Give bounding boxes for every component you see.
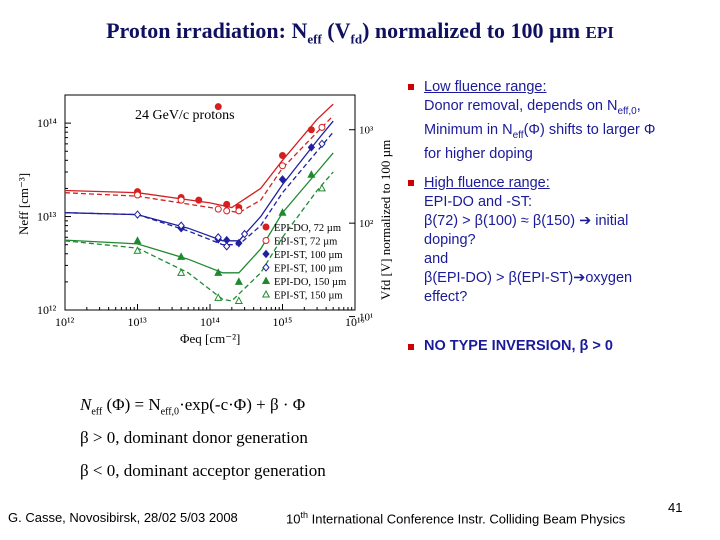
data-point (214, 233, 222, 242)
legend-marker (262, 237, 270, 244)
legend-marker (262, 263, 270, 272)
high-line-5: β(EPI-DO) > β(EPI-ST)➔oxygen (424, 269, 633, 286)
bullet-low-fluence: Low fluence range: Donor removal, depend… (408, 78, 713, 164)
legend-label: EPI-ST, 150 µm (274, 291, 343, 302)
data-point (235, 238, 243, 248)
y2-tick-label: 10³ (359, 125, 374, 137)
data-point (177, 268, 186, 276)
data-point (133, 246, 142, 254)
fit-line (64, 115, 334, 214)
data-point (278, 208, 287, 216)
data-point (234, 296, 243, 304)
data-point (223, 200, 231, 208)
low-fluence-heading: Low fluence range: (424, 79, 547, 95)
high-line-2: β(72) > β(100) ≈ β(150) ➔ initial (424, 212, 629, 229)
high-line-1: EPI-DO and -ST: (424, 193, 532, 210)
high-line-4: and (424, 250, 449, 267)
data-point (223, 242, 231, 251)
data-point (317, 183, 326, 192)
y-tick-label: 10¹⁴ (37, 116, 57, 130)
footer-author: G. Casse, Novosibirsk, 28/02 5/03 2008 (8, 510, 238, 525)
high-fluence-heading: High fluence range: (424, 174, 550, 191)
x-tick-label: 10¹⁵ (273, 315, 293, 329)
y-tick-label: 10¹² (37, 303, 57, 317)
x-tick-label: 10¹² (55, 315, 75, 329)
data-point (177, 196, 185, 204)
high-line-6: effect? (424, 288, 468, 305)
bullet-marker (408, 179, 414, 186)
data-point (177, 221, 185, 230)
bullet-list: Low fluence range: Donor removal, depend… (408, 78, 713, 307)
data-point (133, 236, 142, 244)
data-point (279, 152, 286, 160)
y2-axis-label: Vfd [V] normalized to 100 µm (378, 140, 393, 300)
data-point (214, 268, 223, 276)
fit-line (64, 171, 334, 302)
data-point (279, 162, 286, 170)
data-point (278, 175, 287, 184)
bullet-marker (408, 344, 414, 350)
data-point (318, 139, 326, 149)
data-point (307, 143, 316, 152)
slide-title: Proton irradiation: Neff (Vfd) normalize… (106, 18, 614, 47)
neff-fluence-chart: 24 GeV/c protons Φeq [cm⁻²] Neff [cm⁻³] … (16, 94, 393, 346)
equation-donor: β > 0, dominant donor generation (80, 428, 308, 447)
bullet-marker (408, 84, 414, 90)
fit-line (64, 152, 334, 274)
page-number: 41 (668, 500, 683, 515)
data-point (214, 293, 223, 301)
legend-label: EPI-ST, 100 µm (274, 250, 343, 261)
legend-marker (261, 289, 271, 298)
y2-tick-label: 10¹ (359, 312, 373, 324)
data-point (134, 191, 141, 199)
legend-label: EPI-DO, 72 µm (274, 223, 341, 234)
y-axis-label: Neff [cm⁻³] (16, 173, 31, 235)
bullet-no-type-inversion: NO TYPE INVERSION, β > 0 (408, 338, 613, 354)
equation-acceptor: β < 0, dominant acceptor generation (80, 461, 326, 480)
fit-line (64, 103, 334, 209)
data-point (234, 277, 243, 285)
x-tick-label: 10¹⁴ (200, 315, 220, 329)
data-point (307, 170, 316, 178)
legend-marker (261, 276, 271, 284)
x-tick-label: 10¹³ (128, 315, 148, 329)
data-point (235, 207, 243, 215)
data-point (223, 207, 231, 215)
data-point (133, 210, 142, 219)
high-line-3: doping? (424, 231, 476, 248)
legend-label: EPI-ST, 72 µm (274, 237, 337, 248)
y-tick-label: 10¹³ (37, 210, 57, 224)
legend-marker (262, 223, 270, 231)
legend-label: EPI-DO, 150 µm (274, 277, 346, 288)
low-line-1: Donor removal, depends on Neff,0, (424, 98, 641, 117)
equation-neff: Neff (Φ) = Neff,0·exp(-c·Φ) + β · Φ (80, 395, 306, 418)
data-point (307, 126, 315, 134)
x-axis-label: Φeq [cm⁻²] (180, 331, 240, 346)
y2-tick-label: 10² (359, 218, 374, 230)
low-line-2: Minimum in Neff(Φ) shifts to larger Φ (424, 121, 656, 141)
data-point (195, 196, 203, 204)
low-line-3: for higher doping (424, 145, 533, 162)
data-point (214, 103, 222, 111)
data-point (318, 123, 326, 131)
data-point (214, 205, 222, 213)
chart-title: 24 GeV/c protons (135, 108, 235, 123)
x-tick-label: 10¹⁶ (345, 315, 365, 329)
footer-conference: 10th International Conference Instr. Col… (286, 510, 626, 527)
data-point (177, 252, 186, 260)
data-point (240, 229, 249, 239)
legend-label: EPI-ST, 100 µm (274, 264, 343, 275)
legend-marker (262, 249, 270, 259)
bullet-high-fluence: High fluence range: EPI-DO and -ST: β(72… (408, 174, 713, 307)
